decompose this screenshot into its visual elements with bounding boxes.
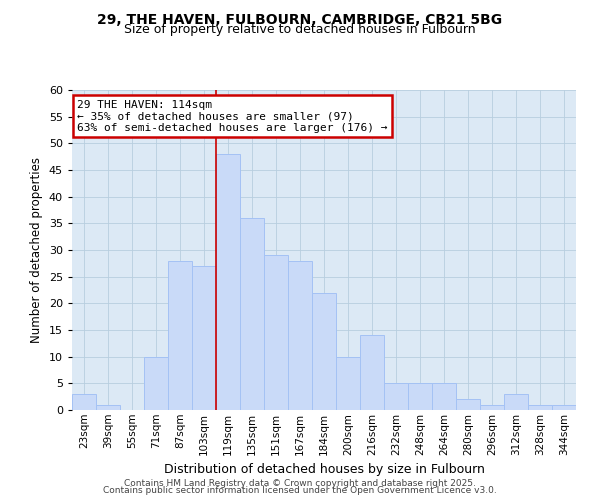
Text: Contains HM Land Registry data © Crown copyright and database right 2025.: Contains HM Land Registry data © Crown c… [124,478,476,488]
Bar [240,218,264,410]
Bar [456,400,480,410]
Bar [504,394,528,410]
Bar [336,356,360,410]
Bar [432,384,456,410]
Bar [72,394,96,410]
Text: 29 THE HAVEN: 114sqm
← 35% of detached houses are smaller (97)
63% of semi-detac: 29 THE HAVEN: 114sqm ← 35% of detached h… [77,100,388,133]
Bar [192,266,216,410]
Text: Size of property relative to detached houses in Fulbourn: Size of property relative to detached ho… [124,22,476,36]
Bar [552,404,576,410]
Y-axis label: Number of detached properties: Number of detached properties [30,157,43,343]
Bar [216,154,240,410]
Bar [96,404,120,410]
Bar [144,356,168,410]
Bar [288,260,312,410]
Bar [408,384,432,410]
Text: 29, THE HAVEN, FULBOURN, CAMBRIDGE, CB21 5BG: 29, THE HAVEN, FULBOURN, CAMBRIDGE, CB21… [97,12,503,26]
Bar [264,256,288,410]
Bar [480,404,504,410]
Text: Contains public sector information licensed under the Open Government Licence v3: Contains public sector information licen… [103,486,497,495]
X-axis label: Distribution of detached houses by size in Fulbourn: Distribution of detached houses by size … [164,463,484,476]
Bar [168,260,192,410]
Bar [528,404,552,410]
Bar [384,384,408,410]
Bar [360,336,384,410]
Bar [312,292,336,410]
